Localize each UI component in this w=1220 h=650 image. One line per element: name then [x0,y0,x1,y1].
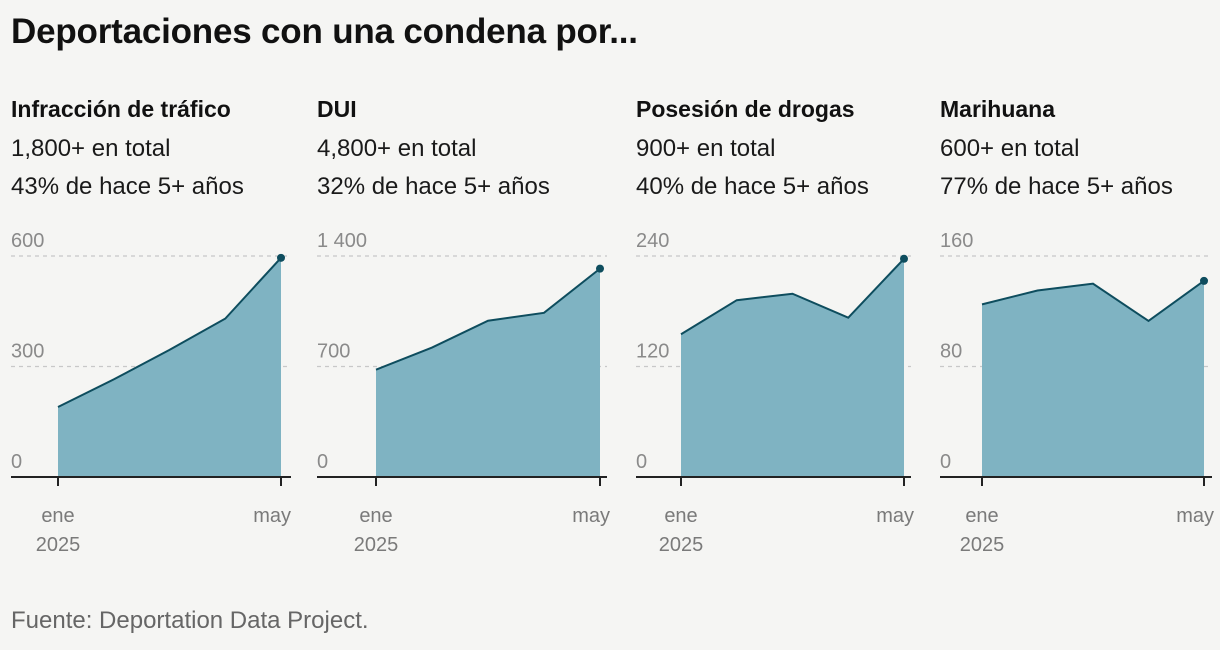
x-tick-label: may [876,505,914,527]
series-line [680,258,905,336]
series-area [58,257,281,477]
end-point-marker [277,253,285,262]
x-tick-label: ene [41,505,74,527]
y-tick-label: 120 [636,341,669,363]
end-point-marker [900,254,908,263]
x-tick-label: ene [965,505,998,527]
panel-title: Posesión de drogas [636,96,855,122]
y-tick-label: 1 400 [317,230,367,252]
y-tick-label: 0 [940,451,951,473]
y-tick-label: 0 [317,451,328,473]
x-tick-label-year: 2025 [36,534,81,556]
series-area [681,258,904,477]
panel-pct-old: 43% de hace 5+ años [11,173,244,200]
panel-title: DUI [317,96,357,122]
chart-title: Deportaciones con una condena por... [11,12,638,51]
series-area [982,280,1204,477]
x-tick-label: ene [664,505,697,527]
panel-total: 600+ en total [940,135,1080,162]
panel-title: Marihuana [940,96,1056,122]
x-tick-label: may [572,505,610,527]
x-tick-label: may [1176,505,1214,527]
panel-pct-old: 32% de hace 5+ años [317,173,550,200]
small-multiples: Infracción de tráfico 1,800+ en total 43… [11,0,1220,600]
panel-pct-old: 40% de hace 5+ años [636,173,869,200]
y-tick-label: 160 [940,230,973,252]
x-tick-label-year: 2025 [960,534,1005,556]
series-line [981,280,1205,323]
source-note: Fuente: Deportation Data Project. [11,607,369,634]
end-point-marker [596,264,604,273]
panel-traffic: Infracción de tráfico 1,800+ en total 43… [11,0,301,600]
panel-marijuana: Marihuana 600+ en total 77% de hace 5+ a… [940,0,1220,600]
panel-title: Infracción de tráfico [11,96,231,122]
x-tick-label: ene [359,505,392,527]
series-line [57,257,282,408]
y-tick-label: 600 [11,230,44,252]
panel-total: 4,800+ en total [317,135,477,162]
panel-pct-old: 77% de hace 5+ años [940,173,1173,200]
panel-total: 900+ en total [636,135,776,162]
x-tick-label-year: 2025 [354,534,399,556]
y-tick-label: 700 [317,341,350,363]
x-tick-label-year: 2025 [659,534,704,556]
series-line [375,267,601,371]
y-tick-label: 300 [11,341,44,363]
panel-dui: DUI 4,800+ en total 32% de hace 5+ años … [317,0,610,600]
y-tick-label: 80 [940,341,962,363]
y-tick-label: 240 [636,230,669,252]
area-chart: 0 700 1 400 ene 2025 may [317,230,610,556]
y-tick-label: 0 [636,451,647,473]
y-tick-label: 0 [11,451,22,473]
area-chart: 0 120 240 ene 2025 may [636,230,914,556]
area-chart: 0 80 160 ene 2025 may [940,230,1214,556]
panel-drugs: Posesión de drogas 900+ en total 40% de … [636,0,926,600]
panel-total: 1,800+ en total [11,135,171,162]
end-point-marker [1200,276,1208,285]
series-area [376,268,600,477]
x-tick-label: may [253,505,291,527]
area-chart: 0 300 600 ene 2025 may [11,230,291,556]
